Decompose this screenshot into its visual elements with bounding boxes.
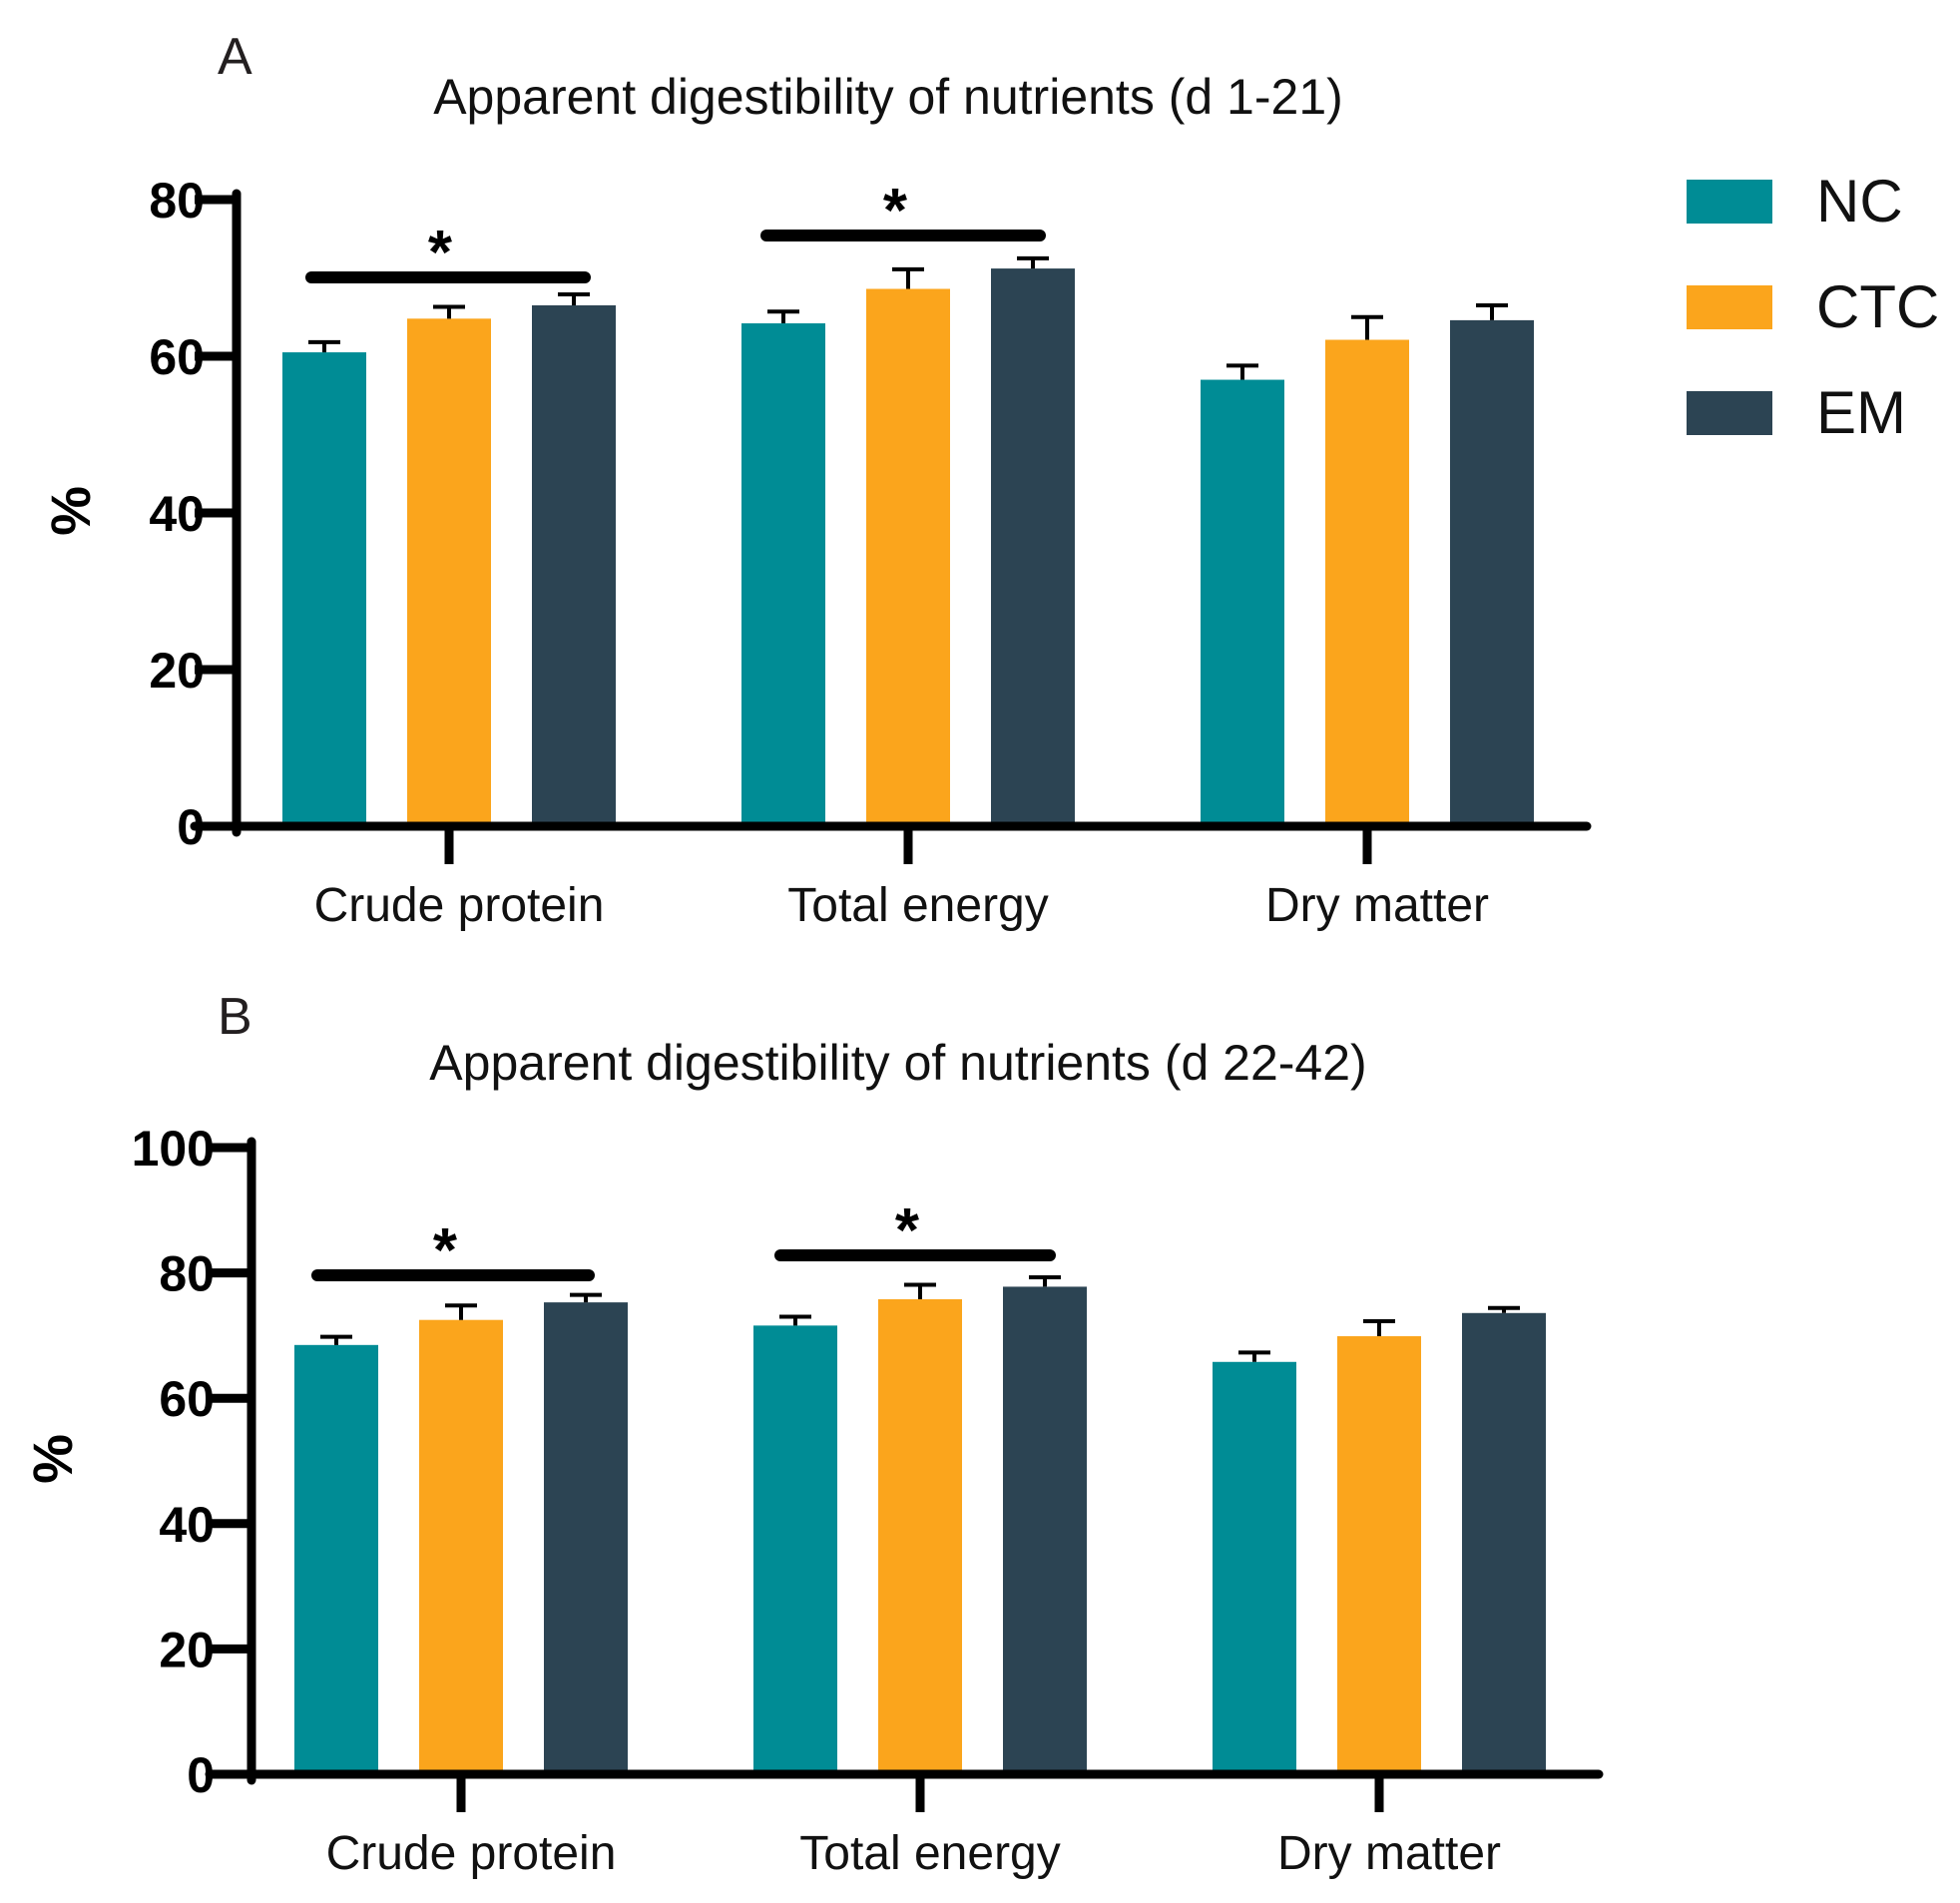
panel-b-chart: B Apparent digestibility of nutrients (d… bbox=[21, 988, 1604, 1880]
panel-a-bar-nc-crude-protein bbox=[282, 352, 366, 826]
panel-a-bar-em-total-energy bbox=[991, 268, 1075, 827]
panel-a-error-bar-ctc-crude-protein bbox=[433, 304, 465, 319]
panel-a-letter: A bbox=[218, 28, 252, 86]
panel-a-error-bar-nc-dry-matter bbox=[1226, 363, 1258, 380]
panel-a-bar-nc-total-energy bbox=[741, 323, 825, 826]
panel-b-bar-ctc-crude-protein bbox=[419, 1319, 503, 1774]
panel-b-letter: B bbox=[218, 988, 252, 1046]
panel-a-significance-star-total-energy: * bbox=[883, 177, 908, 245]
panel-a-bar-nc-dry-matter bbox=[1201, 379, 1284, 826]
panel-a-bar-em-dry-matter bbox=[1450, 319, 1534, 826]
panel-a-category-label-total-energy: Total energy bbox=[787, 879, 1049, 932]
panel-b-bar-ctc-total-energy bbox=[878, 1298, 962, 1774]
panel-a-significance-star-crude-protein: * bbox=[428, 219, 453, 287]
panel-b-bar-nc-dry-matter bbox=[1213, 1361, 1296, 1774]
panel-b-title: Apparent digestibility of nutrients (d 2… bbox=[429, 1035, 1366, 1091]
panel-a-plot-area: 0 20 40 60 80 Crude protein Total energy Dry ma… bbox=[149, 173, 1592, 932]
panel-b-bar-em-dry-matter bbox=[1462, 1312, 1546, 1774]
panel-b-error-bar-ctc-crude-protein bbox=[445, 1303, 477, 1320]
panel-b-y-tick-label-60: 60 bbox=[159, 1371, 215, 1427]
panel-b-bar-nc-crude-protein bbox=[294, 1344, 378, 1774]
legend-swatch-em bbox=[1687, 391, 1772, 435]
panel-b-category-label-dry-matter: Dry matter bbox=[1277, 1827, 1501, 1880]
panel-a-error-bar-nc-crude-protein bbox=[308, 339, 340, 353]
panel-b-error-bar-em-total-energy bbox=[1029, 1275, 1061, 1287]
panel-b-bar-em-crude-protein bbox=[544, 1302, 628, 1774]
panel-a-bar-ctc-crude-protein bbox=[407, 318, 491, 826]
panel-a-error-bar-ctc-total-energy bbox=[892, 266, 924, 289]
panel-b-error-bar-nc-dry-matter bbox=[1238, 1350, 1270, 1362]
panel-a-y-axis-label: % bbox=[39, 486, 102, 536]
panel-b-error-bar-nc-total-energy bbox=[779, 1314, 811, 1326]
panel-b-error-bar-em-crude-protein bbox=[570, 1292, 602, 1303]
panel-a-bar-em-crude-protein bbox=[532, 304, 616, 827]
legend-label-em: EM bbox=[1816, 379, 1906, 446]
panel-a-error-bar-em-total-energy bbox=[1017, 255, 1049, 269]
panel-b-significance-star-crude-protein: * bbox=[433, 1216, 458, 1285]
panel-b-y-tick-label-80: 80 bbox=[159, 1246, 215, 1302]
panel-b-plot-area: 0 20 40 60 80 100 Crude protein Total energy Dry… bbox=[132, 1121, 1604, 1880]
panel-b-y-axis-label: % bbox=[21, 1434, 84, 1484]
panel-a-y-tick-label-60: 60 bbox=[149, 329, 205, 385]
panel-b-error-bar-nc-crude-protein bbox=[320, 1334, 352, 1345]
panel-a-error-bar-em-dry-matter bbox=[1476, 302, 1508, 320]
legend-label-ctc: CTC bbox=[1816, 273, 1939, 340]
panel-a-y-tick-label-20: 20 bbox=[149, 643, 205, 699]
panel-b-bar-em-total-energy bbox=[1003, 1286, 1087, 1774]
panel-b-error-bar-ctc-dry-matter bbox=[1363, 1318, 1395, 1337]
panel-b-error-bar-ctc-total-energy bbox=[904, 1282, 936, 1299]
panel-a-bar-ctc-dry-matter bbox=[1325, 339, 1409, 826]
panel-a-title: Apparent digestibility of nutrients (d 1… bbox=[433, 69, 1343, 125]
legend-swatch-nc bbox=[1687, 180, 1772, 224]
panel-a-y-tick-label-40: 40 bbox=[149, 486, 205, 542]
legend-swatch-ctc bbox=[1687, 285, 1772, 329]
panel-b-y-tick-label-40: 40 bbox=[159, 1497, 215, 1553]
panel-b-bar-nc-total-energy bbox=[753, 1325, 837, 1774]
panel-a-error-bar-em-crude-protein bbox=[558, 291, 590, 305]
panel-a-bar-ctc-total-energy bbox=[866, 288, 950, 826]
panel-b-y-tick-label-100: 100 bbox=[132, 1121, 215, 1177]
legend: NC CTC EM bbox=[1687, 168, 1939, 446]
panel-b-bar-ctc-dry-matter bbox=[1337, 1336, 1421, 1774]
panel-b-y-tick-label-20: 20 bbox=[159, 1622, 215, 1677]
panel-a-category-label-crude-protein: Crude protein bbox=[314, 879, 605, 932]
panel-a-error-bar-ctc-dry-matter bbox=[1351, 314, 1383, 340]
panel-b-y-tick-label-0: 0 bbox=[187, 1747, 215, 1803]
panel-b-error-bar-em-dry-matter bbox=[1488, 1305, 1520, 1313]
panel-a-category-label-dry-matter: Dry matter bbox=[1265, 879, 1489, 932]
panel-b-significance-star-total-energy: * bbox=[895, 1196, 920, 1265]
panel-a-y-tick-label-0: 0 bbox=[177, 799, 205, 855]
panel-a-chart: A Apparent digestibility of nutrients (d… bbox=[39, 28, 1592, 932]
panel-a-y-tick-label-80: 80 bbox=[149, 173, 205, 229]
panel-a-error-bar-nc-total-energy bbox=[767, 309, 799, 324]
panel-b-category-label-total-energy: Total energy bbox=[799, 1827, 1061, 1880]
panel-b-category-label-crude-protein: Crude protein bbox=[326, 1827, 617, 1880]
legend-label-nc: NC bbox=[1816, 168, 1903, 235]
